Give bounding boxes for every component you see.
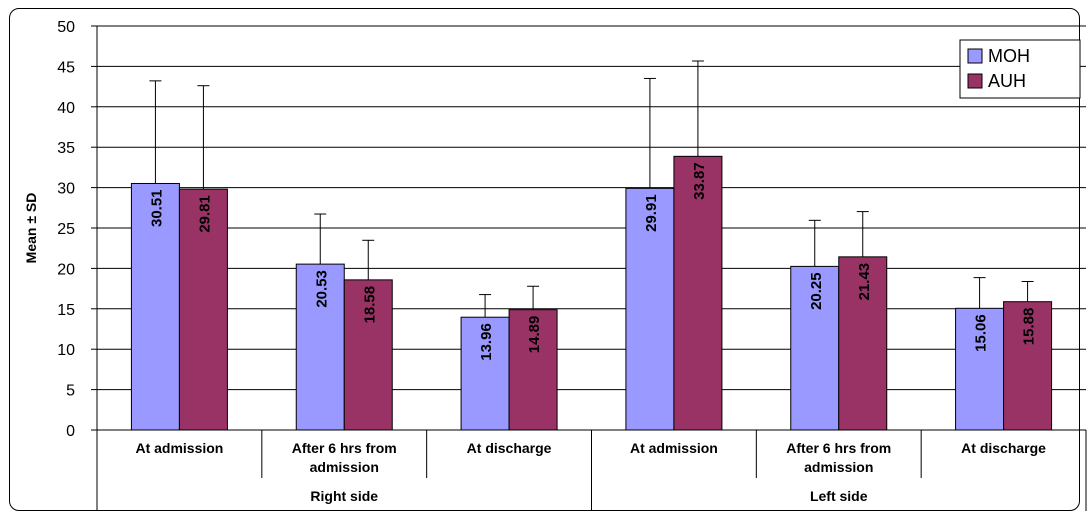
y-tick-label: 15 [57,302,75,319]
y-tick-label: 35 [57,140,75,157]
bar-auh [1003,301,1053,431]
data-label: 20.53 [313,270,330,308]
legend-swatch-auh [967,73,983,89]
y-tick-label: 20 [57,261,75,278]
data-label: 15.06 [973,314,990,352]
y-tick-label: 50 [57,19,75,36]
category-label: At discharge [467,440,552,456]
y-tick-label: 40 [57,100,75,117]
y-tick-label: 30 [57,181,75,198]
bar-auh [343,279,393,431]
data-label: 29.81 [196,195,213,233]
data-label: 15.88 [1021,308,1038,346]
data-label: 13.96 [478,323,495,361]
bar-moh [625,187,675,431]
category-label: admission [310,459,379,475]
y-tick-label: 10 [57,342,75,359]
data-label: 30.51 [148,189,165,227]
y-tick-label: 5 [66,383,75,400]
category-label: After 6 hrs from [786,440,891,456]
category-label: At admission [630,440,718,456]
bar-auh [508,309,558,431]
data-label: 18.58 [361,286,378,324]
category-label: At discharge [961,440,1046,456]
group-label: Right side [310,488,378,504]
y-tick-label: 0 [66,423,75,440]
data-label: 20.25 [808,272,825,310]
category-label: After 6 hrs from [292,440,397,456]
data-label: 21.43 [856,263,873,301]
bar-auh [838,256,888,431]
category-label: At admission [135,440,223,456]
data-label: 29.91 [643,194,660,232]
data-label: 33.87 [691,162,708,200]
y-tick-label: 45 [57,59,75,76]
y-tick-label: 25 [57,221,75,238]
y-axis-title: Mean ± SD [23,193,39,264]
bar-moh [460,316,510,431]
bar-moh [955,307,1005,431]
legend-label-moh: MOH [988,46,1030,66]
data-label: 14.89 [526,316,543,354]
category-label: admission [804,459,873,475]
group-label: Left side [810,488,868,504]
legend-label-auh: AUH [988,71,1026,91]
bar-auh [178,188,228,431]
bar-auh [673,155,723,431]
bar-moh [790,265,840,431]
legend-swatch-moh [967,48,983,64]
